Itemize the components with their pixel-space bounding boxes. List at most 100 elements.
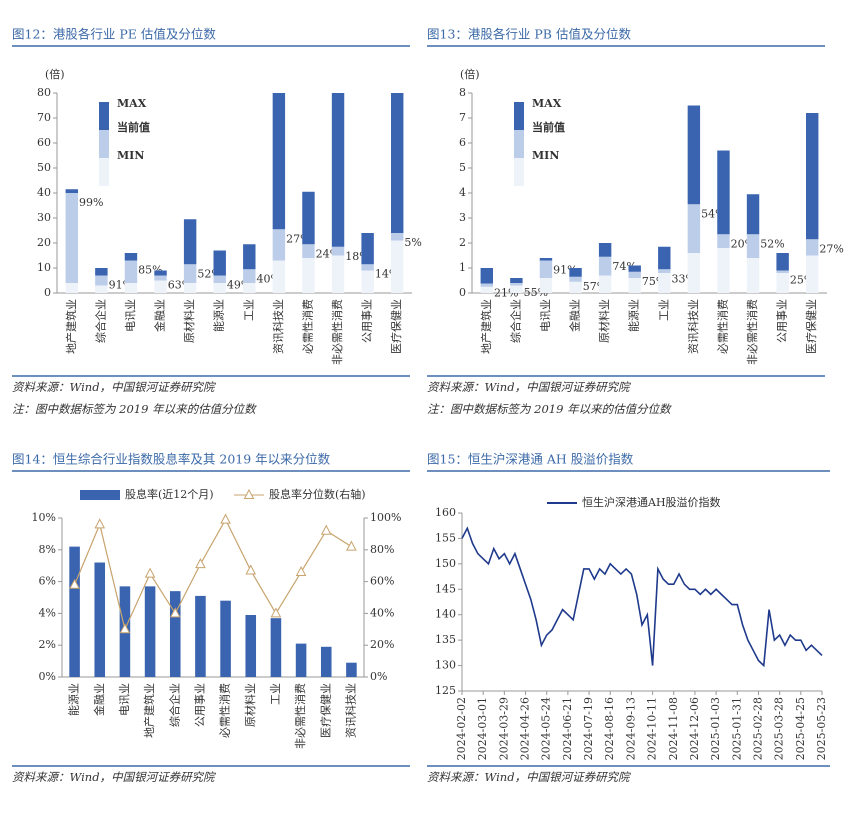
x-tick-label: 2025-04-25 [794, 697, 807, 760]
y-tick-label: 6% [39, 575, 56, 588]
max-segment [539, 258, 553, 261]
y2-tick-label: 80% [370, 543, 394, 556]
x-tick-label: 地产建筑业 [142, 683, 156, 738]
marker [195, 558, 206, 569]
min-segment [539, 278, 553, 293]
current-segment [390, 233, 404, 241]
note: 注：图中数据标签为 2019 年以来的估值分位数 [12, 402, 257, 416]
legend-swatch [514, 102, 524, 130]
legend-label: 当前值 [532, 120, 565, 134]
legend-swatch [514, 158, 524, 186]
x-tick-label: 地产建筑业 [479, 299, 493, 354]
x-tick-label: 电讯业 [118, 683, 131, 716]
bar [270, 618, 282, 677]
x-tick-label: 原材料业 [182, 299, 196, 343]
bar [69, 546, 80, 677]
max-segment [480, 268, 494, 284]
x-tick-label: 能源业 [67, 683, 81, 716]
max-segment [687, 105, 701, 205]
current-segment [480, 283, 494, 287]
x-tick-label: 2024-03-01 [476, 697, 489, 760]
min-segment [628, 278, 641, 293]
x-tick-label: 2024-11-08 [667, 697, 680, 760]
x-tick-label: 非必需性消费 [293, 683, 307, 749]
x-tick-label: 非必需性消费 [330, 299, 344, 365]
legend-label: 当前值 [117, 120, 150, 134]
min-segment [776, 273, 789, 293]
x-tick-label: 资讯科技业 [271, 299, 285, 354]
marker [245, 564, 257, 575]
bar [144, 586, 156, 677]
min-segment [154, 280, 167, 293]
figure-title: 图12：港股各行业 PE 估值及分位数 [12, 27, 216, 42]
y-tick-label: 8 [459, 86, 466, 99]
max-segment [302, 191, 315, 245]
x-tick-label: 工业 [242, 299, 255, 321]
x-tick-label: 原材料业 [243, 683, 257, 727]
y-tick-label: 10 [37, 261, 51, 274]
x-tick-label: 必需性消费 [715, 299, 729, 354]
x-tick-label: 工业 [269, 683, 282, 705]
y-tick-label: 150 [435, 557, 456, 570]
bar [94, 562, 106, 677]
x-tick-label: 必需性消费 [218, 683, 232, 738]
x-tick-label: 金融业 [568, 299, 582, 332]
min-segment [331, 255, 345, 293]
max-segment [628, 265, 641, 272]
max-segment [331, 93, 345, 247]
min-segment [390, 240, 404, 293]
min-segment [95, 285, 108, 293]
y-tick-label: 50 [37, 161, 51, 174]
y-tick-label: 145 [435, 582, 456, 595]
max-segment [154, 270, 167, 276]
bar [346, 662, 357, 677]
min-segment [598, 275, 612, 293]
max-segment [805, 113, 819, 240]
x-tick-label: 金融业 [92, 683, 106, 716]
figure-title: 图14：恒生综合行业指数股息率及其 2019 年以来分位数 [12, 452, 331, 467]
x-tick-label: 2025-01-03 [709, 697, 722, 760]
current-segment [361, 264, 374, 271]
y-tick-label: 3 [459, 211, 466, 224]
max-segment [569, 268, 582, 277]
y-tick-label: 10% [32, 511, 56, 524]
marker [320, 524, 332, 535]
min-segment [65, 283, 79, 293]
current-segment [65, 193, 79, 283]
x-tick-label: 综合企业 [508, 299, 522, 343]
marker [144, 567, 156, 578]
min-segment [213, 283, 226, 293]
y2-tick-label: 20% [370, 638, 394, 651]
x-tick-label: 综合企业 [93, 299, 107, 343]
current-segment [569, 276, 582, 282]
source: 资料来源：Wind，中国银河证券研究院 [12, 380, 216, 394]
current-segment [331, 246, 345, 256]
max-segment [598, 243, 612, 257]
current-segment [243, 269, 256, 283]
x-tick-label: 必需性消费 [300, 299, 314, 354]
x-tick-label: 2024-05-24 [540, 697, 553, 760]
current-segment [687, 204, 701, 253]
y-tick-label: 6 [459, 136, 466, 149]
min-segment [658, 273, 671, 293]
x-tick-label: 医疗保健业 [389, 299, 403, 354]
bar [245, 614, 257, 677]
y-tick-label: 2 [459, 236, 466, 249]
x-tick-label: 非必需性消费 [745, 299, 759, 365]
x-tick-label: 原材料业 [597, 299, 611, 343]
y-axis-label: (倍) [45, 67, 65, 81]
y-tick-label: 7 [459, 111, 466, 124]
legend-label: 恒生沪深港通AH股溢价指数 [582, 495, 721, 509]
x-tick-label: 2024-02-02 [455, 697, 468, 760]
min-segment [717, 248, 730, 293]
x-tick-label: 电讯业 [539, 299, 552, 332]
x-tick-label: 2024-07-19 [582, 697, 595, 760]
current-segment [213, 275, 226, 283]
current-segment [272, 229, 286, 261]
legend-swatch [514, 130, 524, 158]
legend-label: MAX [532, 97, 562, 110]
bar [320, 646, 332, 677]
percentile-label: 5% [404, 236, 421, 249]
current-segment [628, 271, 641, 278]
y-tick-label: 0 [44, 286, 51, 299]
